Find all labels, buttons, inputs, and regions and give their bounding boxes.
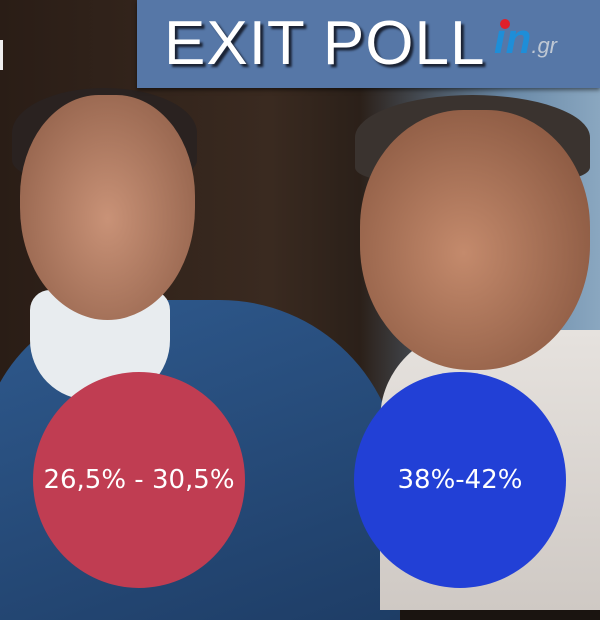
in-gr-logo: in.gr	[494, 15, 558, 62]
result-range-left: 26,5% - 30,5%	[43, 465, 235, 495]
result-circle-right: 38%-42%	[354, 372, 566, 588]
left-person-head	[20, 95, 195, 320]
logo-dot-icon	[500, 19, 510, 29]
edge-mark	[0, 40, 3, 70]
headline: EXIT POLL	[164, 9, 486, 78]
header-banner: EXIT POLL in.gr	[137, 0, 600, 88]
result-circle-left: 26,5% - 30,5%	[33, 372, 245, 588]
result-range-right: 38%-42%	[397, 465, 523, 495]
right-person-head	[360, 110, 590, 370]
